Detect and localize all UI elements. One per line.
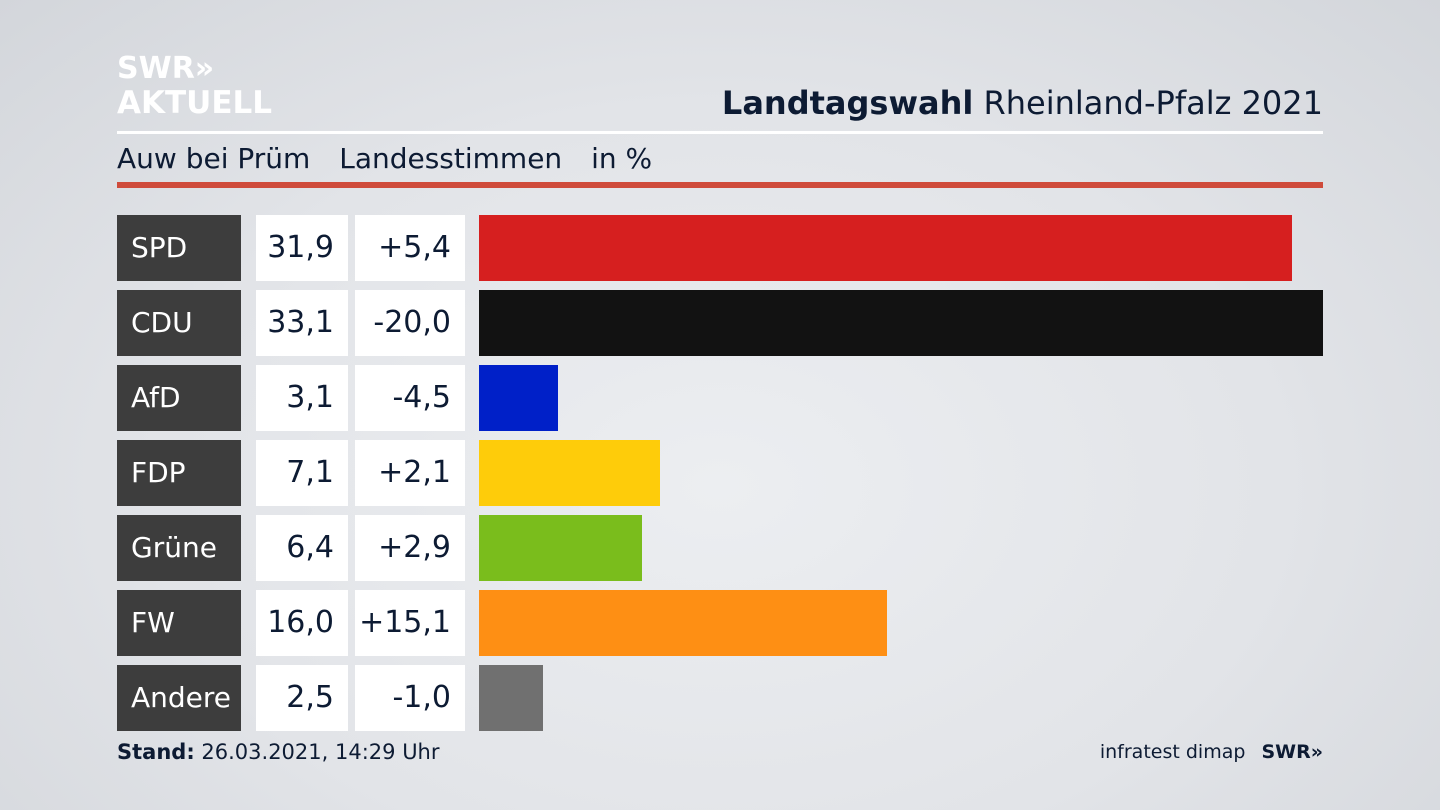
change-label: +15,1 xyxy=(355,590,465,656)
chart-row: Andere 2,5 -1,0 xyxy=(117,665,1323,731)
header-divider xyxy=(117,131,1323,134)
party-label: Andere xyxy=(117,665,241,731)
source-name: infratest dimap xyxy=(1099,741,1246,763)
chart-row: Grüne 6,4 +2,9 xyxy=(117,515,1323,581)
chart-row: CDU 33,1 -20,0 xyxy=(117,290,1323,356)
chart-row: AfD 3,1 -4,5 xyxy=(117,365,1323,431)
logo-line-swr: SWR» xyxy=(117,51,215,86)
stand-value: 26.03.2021, 14:29 Uhr xyxy=(201,740,440,764)
vote-share-label: 31,9 xyxy=(256,215,348,281)
bar xyxy=(479,440,660,506)
logo-line-aktuell: AKTUELL xyxy=(117,85,273,121)
vote-share-label: 33,1 xyxy=(256,290,348,356)
title-rest: Rheinland-Pfalz 2021 xyxy=(983,84,1323,122)
subtitle-place: Auw bei Prüm xyxy=(117,142,311,175)
swr-aktuell-logo: SWR» AKTUELL xyxy=(117,51,273,121)
timestamp: Stand: 26.03.2021, 14:29 Uhr xyxy=(117,740,440,764)
chart-row: FW 16,0 +15,1 xyxy=(117,590,1323,656)
change-label: +2,1 xyxy=(355,440,465,506)
title-bold: Landtagswahl xyxy=(721,84,974,122)
change-label: -1,0 xyxy=(355,665,465,731)
party-label: CDU xyxy=(117,290,241,356)
vote-share-label: 16,0 xyxy=(256,590,348,656)
bar xyxy=(479,515,642,581)
vote-share-label: 3,1 xyxy=(256,365,348,431)
bar xyxy=(479,215,1292,281)
party-label: Grüne xyxy=(117,515,241,581)
bar xyxy=(479,590,887,656)
change-label: -4,5 xyxy=(355,365,465,431)
change-label: -20,0 xyxy=(355,290,465,356)
vote-share-label: 7,1 xyxy=(256,440,348,506)
vote-share-label: 2,5 xyxy=(256,665,348,731)
change-label: +5,4 xyxy=(355,215,465,281)
party-label: AfD xyxy=(117,365,241,431)
change-label: +2,9 xyxy=(355,515,465,581)
page-title: Landtagswahl Rheinland-Pfalz 2021 xyxy=(722,84,1323,122)
subtitle-unit: in % xyxy=(591,142,653,175)
subtitle-vote-type: Landesstimmen xyxy=(339,142,563,175)
bar xyxy=(479,290,1323,356)
accent-divider xyxy=(117,182,1323,188)
chart-subtitle: Auw bei Prüm Landesstimmen in % xyxy=(117,142,672,175)
stand-label: Stand: xyxy=(117,740,195,764)
swr-footer-logo: SWR» xyxy=(1261,741,1323,763)
bar xyxy=(479,365,558,431)
party-label: FW xyxy=(117,590,241,656)
chart-row: FDP 7,1 +2,1 xyxy=(117,440,1323,506)
chart-row: SPD 31,9 +5,4 xyxy=(117,215,1323,281)
party-label: FDP xyxy=(117,440,241,506)
party-label: SPD xyxy=(117,215,241,281)
source-credit: infratest dimap SWR» xyxy=(1100,741,1323,763)
vote-share-label: 6,4 xyxy=(256,515,348,581)
bar xyxy=(479,665,543,731)
